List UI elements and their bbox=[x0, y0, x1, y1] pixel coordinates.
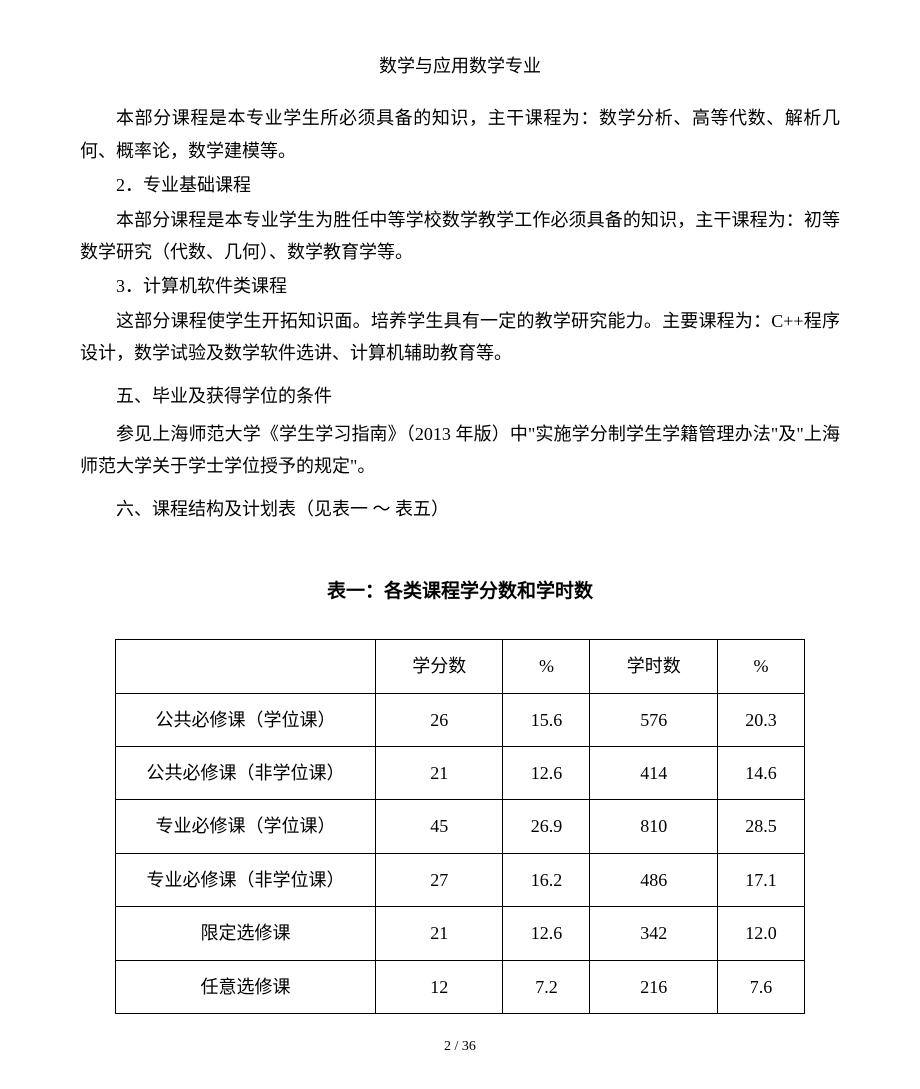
row-hours: 810 bbox=[590, 800, 717, 853]
row-credits: 21 bbox=[376, 747, 503, 800]
table-caption: 表一：各类课程学分数和学时数 bbox=[80, 575, 840, 609]
row-label: 公共必修课（学位课） bbox=[116, 693, 376, 746]
row-hours-pct: 17.1 bbox=[717, 853, 804, 906]
row-credits: 26 bbox=[376, 693, 503, 746]
page-header-title: 数学与应用数学专业 bbox=[80, 50, 840, 82]
page-number: 2 / 36 bbox=[80, 1034, 840, 1059]
row-hours: 576 bbox=[590, 693, 717, 746]
row-label: 专业必修课（非学位课） bbox=[116, 853, 376, 906]
table-row: 任意选修课 12 7.2 216 7.6 bbox=[116, 960, 805, 1013]
row-credits-pct: 26.9 bbox=[503, 800, 590, 853]
row-hours-pct: 7.6 bbox=[717, 960, 804, 1013]
subheading-professional-basic: 2．专业基础课程 bbox=[80, 169, 840, 201]
table-row: 公共必修课（非学位课） 21 12.6 414 14.6 bbox=[116, 747, 805, 800]
row-label: 公共必修课（非学位课） bbox=[116, 747, 376, 800]
table-row: 限定选修课 21 12.6 342 12.0 bbox=[116, 907, 805, 960]
row-credits: 27 bbox=[376, 853, 503, 906]
table-row: 专业必修课（学位课） 45 26.9 810 28.5 bbox=[116, 800, 805, 853]
table-row: 公共必修课（学位课） 26 15.6 576 20.3 bbox=[116, 693, 805, 746]
section-heading-course-structure: 六、课程结构及计划表（见表一 ～ 表五） bbox=[80, 493, 840, 525]
row-hours: 414 bbox=[590, 747, 717, 800]
row-hours: 342 bbox=[590, 907, 717, 960]
table-header-hours-pct: % bbox=[717, 640, 804, 693]
paragraph-professional-basic: 本部分课程是本专业学生为胜任中等学校数学教学工作必须具备的知识，主干课程为：初等… bbox=[80, 204, 840, 269]
table-header-row: 学分数 % 学时数 % bbox=[116, 640, 805, 693]
row-credits: 12 bbox=[376, 960, 503, 1013]
row-credits: 45 bbox=[376, 800, 503, 853]
row-credits-pct: 15.6 bbox=[503, 693, 590, 746]
paragraph-graduation: 参见上海师范大学《学生学习指南》（2013 年版）中"实施学分制学生学籍管理办法… bbox=[80, 418, 840, 483]
row-credits-pct: 16.2 bbox=[503, 853, 590, 906]
row-label: 限定选修课 bbox=[116, 907, 376, 960]
row-hours: 216 bbox=[590, 960, 717, 1013]
row-hours-pct: 14.6 bbox=[717, 747, 804, 800]
row-label: 任意选修课 bbox=[116, 960, 376, 1013]
row-credits: 21 bbox=[376, 907, 503, 960]
table-header-credits: 学分数 bbox=[376, 640, 503, 693]
row-hours-pct: 28.5 bbox=[717, 800, 804, 853]
credits-hours-table: 学分数 % 学时数 % 公共必修课（学位课） 26 15.6 576 20.3 … bbox=[115, 639, 805, 1014]
table-row: 专业必修课（非学位课） 27 16.2 486 17.1 bbox=[116, 853, 805, 906]
row-credits-pct: 7.2 bbox=[503, 960, 590, 1013]
section-heading-graduation: 五、毕业及获得学位的条件 bbox=[80, 380, 840, 412]
table-header-empty bbox=[116, 640, 376, 693]
table-header-hours: 学时数 bbox=[590, 640, 717, 693]
row-hours: 486 bbox=[590, 853, 717, 906]
row-credits-pct: 12.6 bbox=[503, 907, 590, 960]
row-hours-pct: 12.0 bbox=[717, 907, 804, 960]
row-label: 专业必修课（学位课） bbox=[116, 800, 376, 853]
table-header-credits-pct: % bbox=[503, 640, 590, 693]
paragraph-software-courses: 这部分课程使学生开拓知识面。培养学生具有一定的教学研究能力。主要课程为：C++程… bbox=[80, 305, 840, 370]
subheading-software-courses: 3．计算机软件类课程 bbox=[80, 270, 840, 302]
paragraph-main-courses: 本部分课程是本专业学生所必须具备的知识，主干课程为：数学分析、高等代数、解析几何… bbox=[80, 102, 840, 167]
row-credits-pct: 12.6 bbox=[503, 747, 590, 800]
row-hours-pct: 20.3 bbox=[717, 693, 804, 746]
